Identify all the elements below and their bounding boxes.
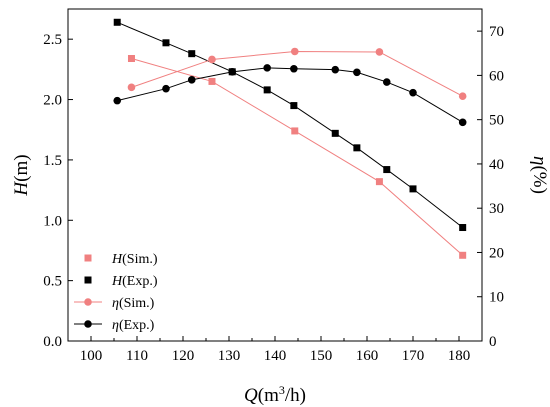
data-point: [263, 86, 271, 94]
left-y-tick-label: 2.0: [43, 93, 62, 109]
left-y-tick-label: 1.0: [43, 213, 62, 229]
data-point: [188, 50, 196, 58]
legend-marker: [84, 320, 92, 328]
axis-ticks: 100 110 120 130 140 150 160 170 1800.00.51.01.52…: [43, 24, 504, 364]
data-point: [162, 39, 170, 47]
legend-entry: H(Sim.): [84, 252, 158, 267]
series-2: [113, 18, 467, 232]
data-point: [208, 55, 216, 64]
data-point: [187, 76, 196, 84]
left-y-tick-label: 0.0: [43, 334, 62, 350]
x-tick-label: 180: [448, 348, 471, 364]
data-point: [208, 77, 216, 85]
data-point: [331, 129, 339, 137]
legend-label: H(Sim.): [111, 252, 158, 267]
left-y-tick-label: 2.5: [43, 32, 62, 48]
series-4: [113, 64, 467, 127]
data-point: [127, 54, 135, 62]
x-axis-title: Q(m3/h): [244, 383, 306, 406]
legend-label: η(Exp.): [112, 318, 155, 333]
legend-entry: η(Exp.): [74, 318, 155, 333]
data-point: [113, 18, 121, 26]
x-tick-label: 120: [172, 348, 195, 364]
data-point: [383, 166, 391, 174]
data-point: [375, 178, 383, 186]
data-point: [458, 118, 467, 127]
series-1: [127, 54, 467, 259]
right-y-tick-label: 30: [489, 201, 504, 217]
data-point: [290, 64, 298, 73]
data-point: [459, 251, 467, 259]
x-tick-label: 130: [218, 348, 241, 364]
series-3: [127, 47, 467, 101]
left-y-tick-label: 0.5: [43, 274, 62, 290]
series-layer: [113, 18, 467, 259]
legend-marker: [84, 276, 92, 284]
right-y-tick-label: 0: [489, 334, 497, 350]
data-point: [263, 64, 271, 72]
legend-label: H(Exp.): [111, 274, 158, 289]
data-point: [459, 224, 467, 232]
x-tick-label: 140: [264, 348, 287, 364]
data-point: [409, 185, 417, 193]
data-point: [409, 88, 417, 97]
right-axis-title: η(%): [529, 156, 550, 194]
x-tick-label: 170: [402, 348, 425, 364]
x-tick-label: 160: [356, 348, 379, 364]
data-point: [458, 92, 467, 101]
data-point: [290, 102, 298, 110]
series-line: [131, 58, 464, 256]
right-y-tick-label: 20: [489, 245, 504, 261]
right-y-tick-label: 40: [489, 157, 504, 173]
data-point: [113, 96, 122, 105]
x-tick-label: 100: [80, 348, 103, 364]
data-point: [291, 127, 299, 135]
legend-label: η(Sim.): [112, 296, 155, 311]
legend-entry: H(Exp.): [84, 274, 158, 289]
legend-marker: [84, 254, 92, 262]
data-point: [127, 83, 136, 92]
legend-entry: η(Sim.): [74, 296, 155, 311]
series-line: [117, 21, 463, 228]
data-point: [353, 144, 361, 152]
x-tick-label: 110: [126, 348, 148, 364]
right-y-tick-label: 50: [489, 113, 504, 129]
left-y-tick-label: 1.5: [43, 153, 62, 169]
x-tick-label: 150: [310, 348, 333, 364]
data-point: [375, 48, 384, 56]
right-y-tick-label: 60: [489, 68, 504, 84]
right-y-tick-label: 10: [489, 290, 504, 306]
data-point: [353, 68, 361, 77]
data-point: [290, 47, 299, 56]
data-point: [228, 68, 237, 76]
legend: H(Sim.) H(Exp.) η(Sim.) η(Exp.): [74, 252, 158, 333]
legend-marker: [84, 298, 92, 306]
right-y-tick-label: 70: [489, 24, 504, 40]
data-point: [382, 78, 391, 86]
left-axis-title: H(m): [11, 154, 32, 196]
data-point: [331, 65, 340, 74]
data-point: [162, 84, 170, 93]
